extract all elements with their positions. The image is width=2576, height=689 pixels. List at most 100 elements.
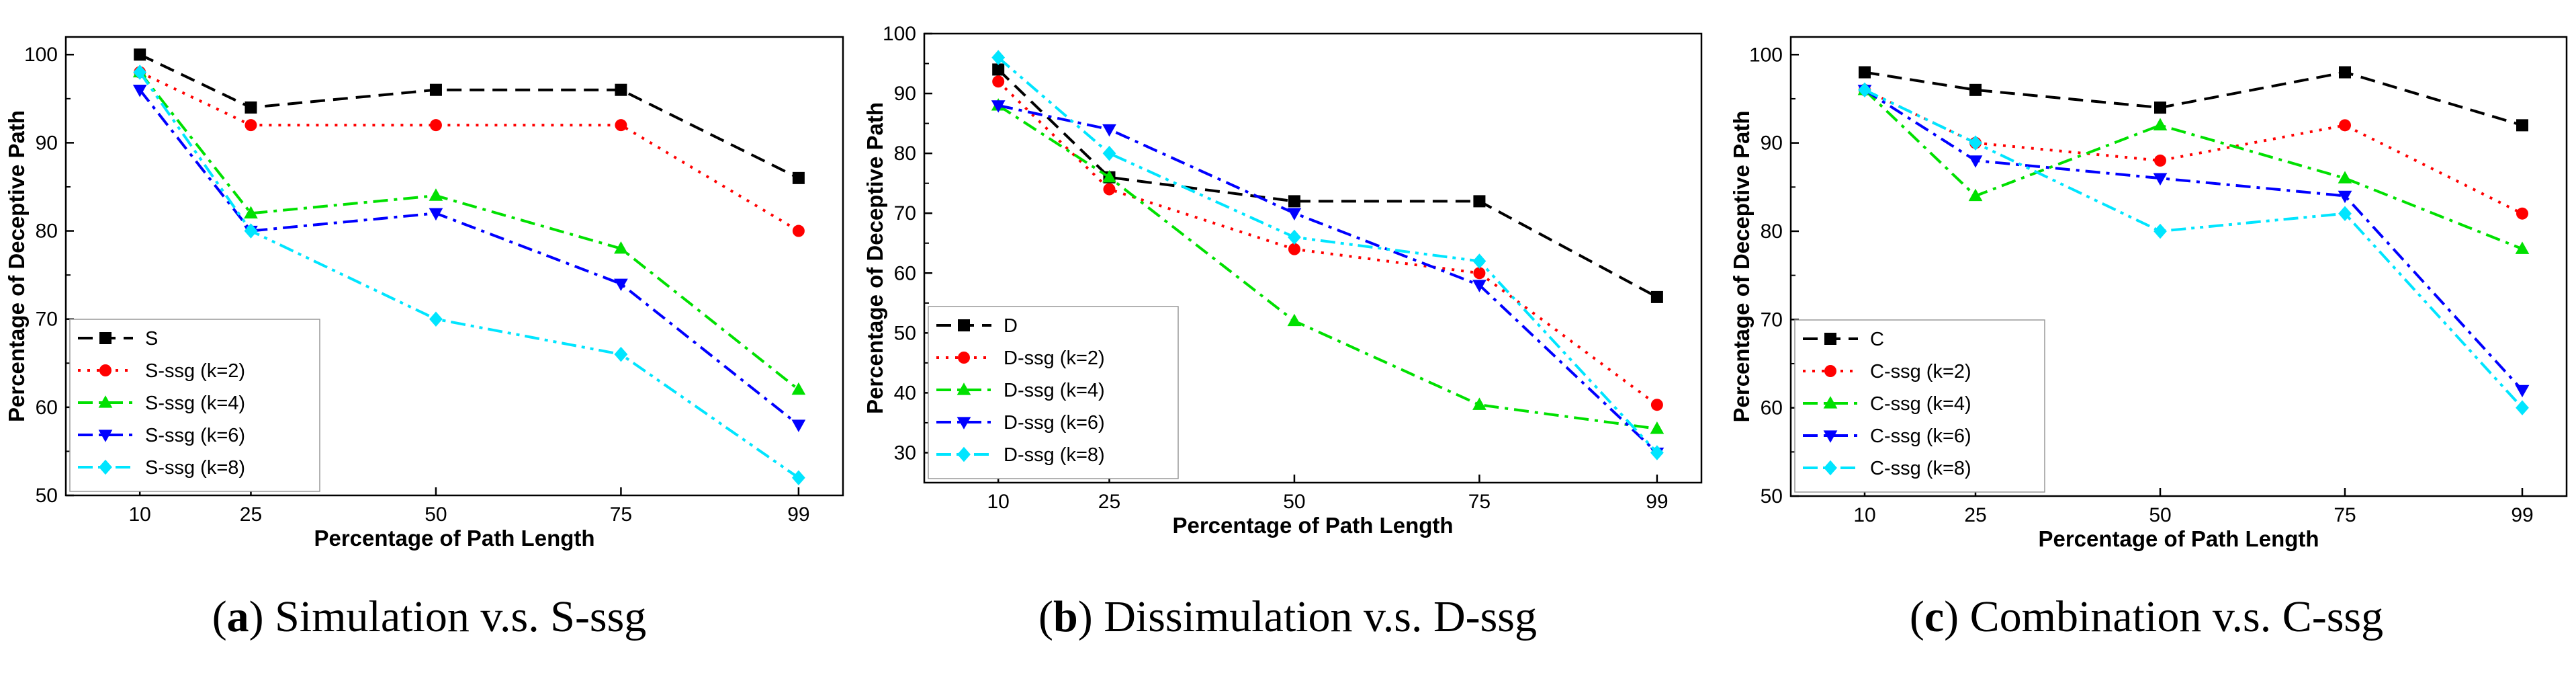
y-axis-label: Percentage of Deceptive Path [4, 110, 29, 422]
x-axis-label: Percentage of Path Length [1172, 513, 1453, 538]
legend-label: C-ssg (k=2) [1870, 361, 1971, 382]
y-tick-label: 80 [1761, 220, 1783, 243]
series-line [1864, 89, 2523, 215]
series-line [997, 69, 1658, 298]
y-tick-label: 30 [894, 442, 916, 464]
y-tick-label: 40 [894, 382, 916, 404]
plot-frame [1789, 36, 2568, 497]
data-point [2515, 384, 2530, 398]
data-point [1650, 290, 1663, 303]
data-point [614, 278, 628, 292]
x-tick-label: 10 [129, 503, 151, 526]
legend-marker [957, 382, 971, 395]
y-axis-label: Percentage of Deceptive Path [862, 102, 887, 414]
data-point [791, 419, 806, 432]
legend-marker [1823, 396, 1838, 409]
data-point [2153, 118, 2168, 130]
plot-frame [923, 32, 1703, 484]
data-point [245, 119, 257, 132]
data-point [614, 346, 628, 362]
y-tick-label: 60 [894, 262, 916, 284]
x-tick-label: 99 [787, 503, 809, 526]
data-point [132, 85, 147, 97]
data-point [791, 470, 805, 486]
data-point [2338, 206, 2352, 221]
series-line [139, 71, 799, 233]
legend-marker [957, 417, 971, 430]
data-point [615, 119, 627, 132]
data-point [133, 65, 147, 80]
data-point [1102, 124, 1116, 137]
legend-label: D-ssg (k=4) [1004, 380, 1105, 401]
legend-label: S-ssg (k=6) [145, 425, 245, 446]
x-tick-label: 10 [1853, 504, 1875, 526]
data-point [429, 208, 443, 221]
data-point [1288, 243, 1300, 255]
data-point [991, 100, 1006, 113]
caption-b-letter: b [1053, 592, 1078, 641]
x-tick-label: 50 [2149, 504, 2171, 526]
data-point [1473, 267, 1486, 280]
y-tick-label: 100 [1749, 44, 1783, 66]
data-point [1103, 183, 1116, 196]
data-point [1472, 280, 1486, 292]
legend-box [1794, 319, 2045, 493]
data-point [1288, 229, 1301, 245]
y-tick-label: 70 [894, 202, 916, 225]
caption-a: (a) Simulation v.s. S-ssg [212, 592, 647, 641]
caption-a-text: Simulation v.s. S-ssg [275, 592, 647, 641]
legend-marker [958, 319, 970, 331]
legend-label: C-ssg (k=4) [1870, 393, 1971, 415]
y-tick-label: 100 [883, 23, 916, 45]
legend-marker [1823, 430, 1838, 443]
data-point [2153, 223, 2167, 239]
legend-label: C-ssg (k=6) [1870, 425, 1971, 447]
data-point [1472, 253, 1486, 269]
data-point [1650, 445, 1664, 460]
data-point [1102, 145, 1116, 161]
caption-c-text: Combination v.s. C-ssg [1969, 592, 2384, 641]
y-tick-label: 90 [894, 83, 916, 105]
chart-panel-b: 30 40 50 60 70 80 90 100 10 25 50 75 99 Percentage of… [858, 0, 1717, 689]
y-tick-label: 50 [894, 322, 916, 344]
legend-marker [99, 332, 112, 344]
data-point [1473, 195, 1486, 208]
data-point [134, 48, 146, 61]
data-point [2339, 119, 2351, 132]
legend-label: C [1870, 329, 1884, 350]
caption-c: (c) Combination v.s. C-ssg [1909, 592, 2384, 641]
legend-label: S-ssg (k=2) [145, 360, 245, 382]
x-tick-label: 25 [1098, 491, 1120, 513]
data-point [2154, 154, 2166, 167]
y-tick-label: 60 [36, 397, 58, 419]
caption-b: (b) Dissimulation v.s. D-ssg [1038, 592, 1537, 641]
y-tick-label: 70 [1761, 309, 1783, 331]
data-point [2154, 102, 2166, 114]
legend-label: S [145, 328, 158, 350]
legend-marker [957, 446, 971, 462]
x-tick-label: 75 [1468, 491, 1491, 513]
legend-label: D [1004, 315, 1018, 337]
data-point [1288, 195, 1300, 208]
data-point [614, 241, 628, 254]
y-tick-label: 100 [24, 44, 58, 66]
data-point [1968, 188, 1983, 202]
chart-panel-c: 50 60 70 80 90 100 10 25 50 75 99 Percentage of Pat… [1717, 0, 2576, 689]
data-point [615, 83, 627, 96]
data-point [245, 101, 257, 114]
y-tick-label: 50 [1761, 485, 1783, 508]
legend-label: D-ssg (k=6) [1004, 412, 1105, 434]
x-tick-label: 25 [1964, 504, 1986, 526]
caption-c-letter: c [1924, 592, 1945, 641]
data-point [2338, 171, 2352, 184]
legend-marker [1824, 365, 1836, 377]
chart-b: 30 40 50 60 70 80 90 100 10 25 50 75 99 Percentage of… [862, 23, 1703, 538]
data-point [244, 206, 258, 218]
legend-label: D-ssg (k=8) [1004, 444, 1105, 466]
x-tick-label: 75 [2334, 504, 2356, 526]
chart-panel-a: 50 60 70 80 90 100 10 25 50 75 99 Percentage of Pat… [0, 0, 858, 689]
caption-b-text: Dissimulation v.s. D-ssg [1104, 592, 1537, 641]
data-point [1102, 169, 1116, 183]
x-tick-label: 10 [987, 491, 1010, 513]
data-point [429, 311, 443, 327]
